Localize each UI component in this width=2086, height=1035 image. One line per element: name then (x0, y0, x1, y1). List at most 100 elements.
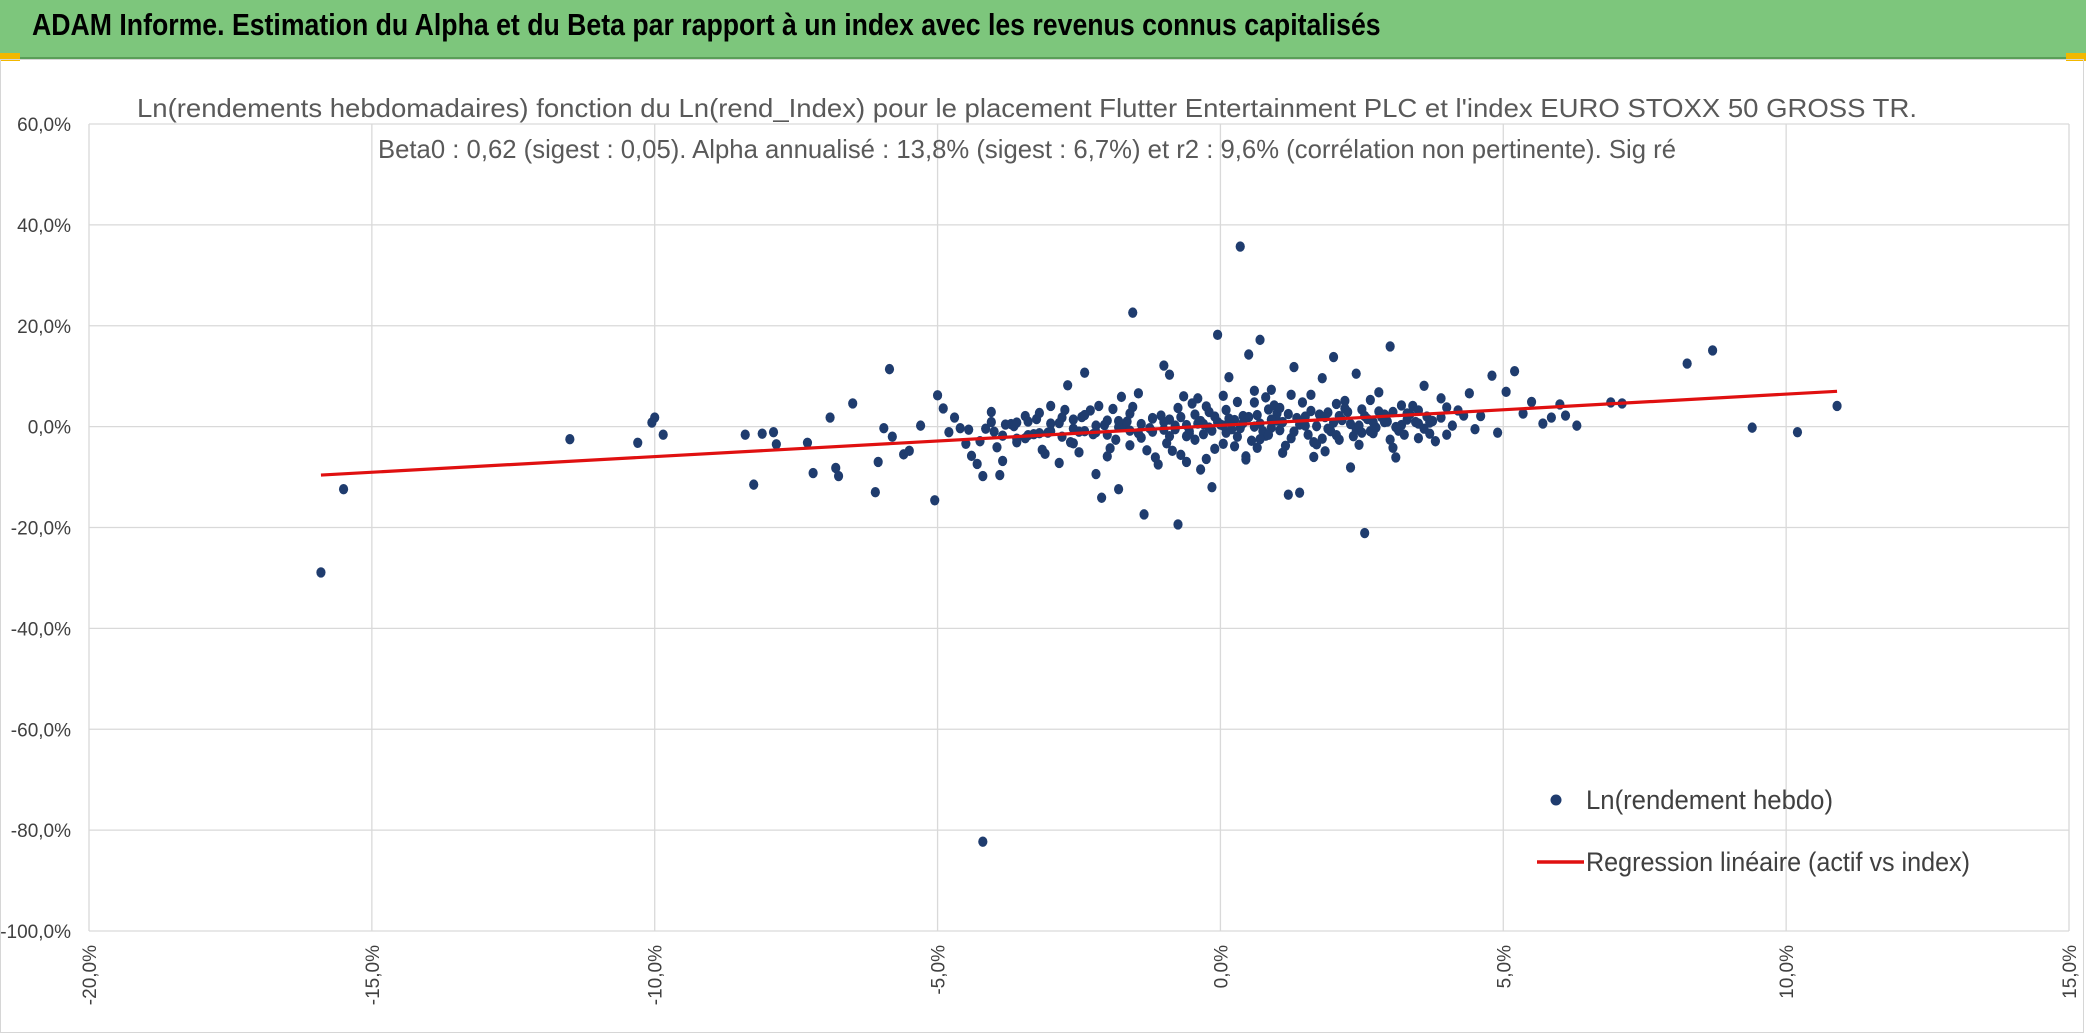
scatter-point (1295, 487, 1305, 498)
scatter-point (1122, 416, 1132, 427)
scatter-point (1094, 400, 1104, 412)
scatter-point (1252, 409, 1262, 421)
legend: Ln(rendement hebdo) Regression linéaire … (1537, 785, 1970, 877)
scatter-point (1080, 367, 1090, 378)
scatter-point (848, 398, 858, 409)
scatter-point (1176, 449, 1186, 461)
scatter-point (944, 426, 954, 438)
scatter-point (1365, 425, 1375, 437)
scatter-point (1252, 442, 1262, 454)
scatter-point (1442, 402, 1452, 413)
scatter-point (978, 470, 988, 482)
scatter-point (1232, 396, 1242, 408)
scatter-point (1159, 360, 1169, 371)
corner-marker-left (0, 53, 20, 61)
scatter-point (887, 431, 897, 442)
scatter-point (1080, 409, 1090, 421)
scatter-point (1012, 417, 1022, 428)
scatter-point (1343, 406, 1353, 418)
scatter-point (1133, 388, 1143, 399)
x-tick-label: -5,0% (929, 945, 950, 995)
scatter-point (1181, 456, 1192, 468)
scatter-point (978, 836, 988, 847)
scatter-point (884, 363, 895, 375)
scatter-point (1436, 412, 1446, 423)
y-tick-label: 0,0% (28, 418, 71, 439)
scatter-point (1399, 429, 1409, 440)
scatter-point (316, 567, 326, 578)
scatter-point (955, 422, 965, 434)
scatter-point (1487, 370, 1497, 381)
scatter-point (740, 429, 750, 440)
scatter-point (1317, 433, 1327, 444)
scatter-point (1391, 452, 1401, 463)
y-tick-label: -20,0% (11, 519, 71, 540)
y-tick-label: 60,0% (17, 115, 71, 136)
scatter-point (1136, 418, 1146, 430)
legend-regression-label: Regression linéaire (actif vs index) (1586, 847, 1970, 877)
scatter-point (986, 416, 996, 428)
scatter-point (1128, 307, 1138, 318)
scatter-point (1201, 453, 1211, 465)
scatter-point (1210, 443, 1220, 455)
scatter-point (1116, 391, 1127, 403)
scatter-point (1057, 412, 1067, 423)
scatter-point (831, 462, 841, 474)
x-tick-label: -15,0% (363, 945, 384, 1005)
scatter-point (1402, 414, 1412, 425)
regression-line (320, 389, 1838, 477)
scatter-point (1354, 439, 1364, 450)
x-tick-label: -20,0% (80, 945, 101, 1005)
scatter-point (1396, 400, 1407, 411)
scatter-point (1518, 408, 1528, 419)
scatter-point (1283, 408, 1293, 420)
scatter-point (1244, 349, 1254, 360)
scatter-point (1063, 380, 1073, 391)
scatter-point (1139, 509, 1149, 520)
scatter-point (1235, 241, 1245, 252)
scatter-point (1068, 414, 1078, 425)
scatter-point (1091, 468, 1101, 480)
scatter-point (1306, 389, 1316, 401)
legend-scatter-marker (1550, 794, 1562, 806)
scatter-point (1317, 373, 1327, 384)
scatter-point (1413, 433, 1424, 444)
scatter-point (938, 403, 948, 414)
scatter-point (565, 434, 575, 445)
scatter-point (1328, 351, 1339, 363)
scatter-point (1283, 489, 1293, 500)
scatter-point (1142, 445, 1152, 456)
chart-title: Ln(rendements hebdomadaires) fonction du… (137, 93, 1917, 123)
scatter-point (989, 426, 999, 437)
scatter-point (1297, 397, 1308, 408)
scatter-point (1136, 432, 1146, 443)
scatter-point (1560, 410, 1571, 421)
grid-layer (88, 123, 2070, 932)
scatter-points (316, 241, 1842, 847)
scatter-point (1193, 393, 1203, 404)
scatter-point (1280, 440, 1291, 451)
scatter-point (1682, 358, 1692, 369)
scatter-point (1464, 388, 1474, 399)
scatter-point (1147, 412, 1158, 424)
scatter-point (995, 469, 1005, 481)
scatter-point (1546, 412, 1556, 423)
scatter-point (870, 486, 880, 498)
scatter-point (1470, 423, 1480, 435)
scatter-point (981, 423, 991, 434)
scatter-point (658, 429, 668, 440)
scatter-point (1526, 396, 1537, 408)
scatter-point (1476, 410, 1486, 422)
scatter-point (1538, 418, 1548, 429)
scatter-point (1275, 402, 1285, 414)
scatter-point (1323, 423, 1333, 434)
scatter-point (1167, 445, 1177, 457)
scatter-point (1345, 418, 1356, 430)
scatter-point (1442, 429, 1452, 440)
scatter-point (1227, 423, 1237, 435)
x-tick-label: 15,0% (2060, 945, 2081, 999)
scatter-point (1125, 408, 1135, 419)
scatter-point (879, 422, 889, 434)
scatter-point (802, 437, 813, 448)
scatter-point (1340, 395, 1350, 407)
